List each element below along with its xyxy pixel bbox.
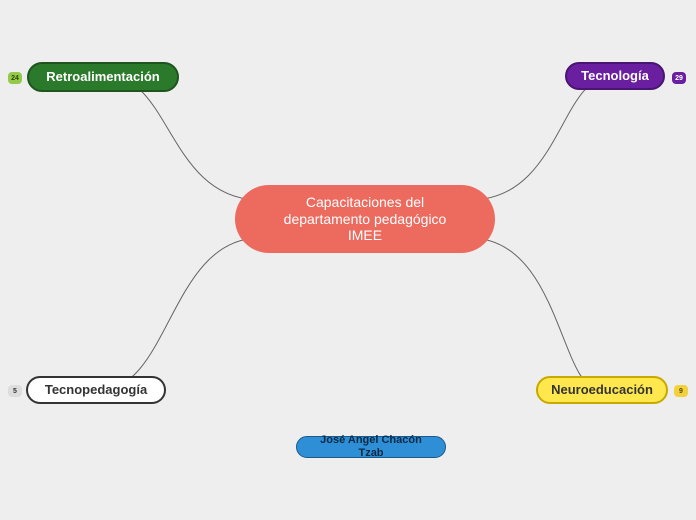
branch-node-neuro[interactable]: Neuroeducación: [536, 376, 668, 404]
badge-retro: 24: [8, 72, 22, 84]
center-node-label: Capacitaciones deldepartamento pedagógic…: [284, 194, 447, 244]
author-label: José Angel Chacón Tzab: [313, 434, 429, 460]
branch-label: Neuroeducación: [551, 382, 653, 398]
author-node[interactable]: José Angel Chacón Tzab: [296, 436, 446, 458]
badge-tecnologia: 29: [672, 72, 686, 84]
branch-node-tecnopedagogia[interactable]: Tecnopedagogía: [26, 376, 166, 404]
branch-label: Tecnología: [581, 68, 649, 84]
branch-label: Retroalimentación: [46, 69, 159, 85]
badge-tecnopedagogia: 5: [8, 385, 22, 397]
branch-node-retro[interactable]: Retroalimentación: [27, 62, 179, 92]
badge-neuro: 9: [674, 385, 688, 397]
mindmap-canvas: Capacitaciones deldepartamento pedagógic…: [0, 0, 696, 520]
branch-node-tecnologia[interactable]: Tecnología: [565, 62, 665, 90]
branch-label: Tecnopedagogía: [45, 382, 147, 398]
center-node[interactable]: Capacitaciones deldepartamento pedagógic…: [235, 185, 495, 253]
